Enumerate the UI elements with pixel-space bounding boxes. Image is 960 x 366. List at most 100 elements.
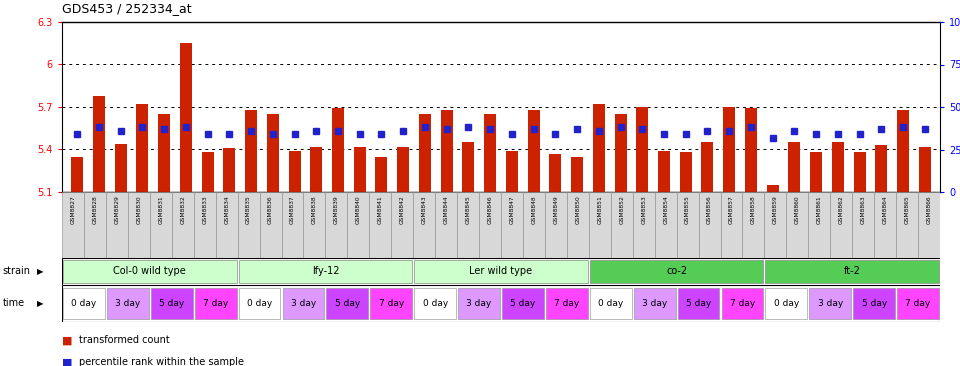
Text: GSM8853: GSM8853 xyxy=(641,195,646,224)
Bar xyxy=(699,192,721,258)
Text: GSM8846: GSM8846 xyxy=(488,195,492,224)
Text: 5 day: 5 day xyxy=(511,299,536,308)
Bar xyxy=(281,192,303,258)
Text: GSM8837: GSM8837 xyxy=(290,195,295,224)
Bar xyxy=(172,192,194,258)
Bar xyxy=(636,107,648,192)
Bar xyxy=(767,185,779,192)
Text: GSM8834: GSM8834 xyxy=(224,195,229,224)
Bar xyxy=(457,192,479,258)
Text: GSM8831: GSM8831 xyxy=(158,195,163,224)
Bar xyxy=(566,192,588,258)
Text: co-2: co-2 xyxy=(666,266,687,276)
Bar xyxy=(571,157,583,192)
Bar xyxy=(458,288,500,319)
Bar xyxy=(195,288,236,319)
Text: GSM8860: GSM8860 xyxy=(795,195,800,224)
Bar xyxy=(415,288,456,319)
Bar xyxy=(875,192,896,258)
Text: GSM8833: GSM8833 xyxy=(203,195,207,224)
Text: GSM8858: GSM8858 xyxy=(751,195,756,224)
Text: 7 day: 7 day xyxy=(554,299,580,308)
Bar xyxy=(216,192,238,258)
Text: ft-2: ft-2 xyxy=(844,266,860,276)
Bar xyxy=(655,192,677,258)
Bar xyxy=(897,110,909,192)
Bar xyxy=(224,148,235,192)
Bar xyxy=(593,104,605,192)
Bar xyxy=(788,142,801,192)
Bar xyxy=(722,288,763,319)
Text: GSM8847: GSM8847 xyxy=(510,195,515,224)
Text: GSM8859: GSM8859 xyxy=(773,195,778,224)
Bar xyxy=(93,96,105,192)
Bar xyxy=(415,260,588,283)
Text: GSM8856: GSM8856 xyxy=(707,195,712,224)
Bar xyxy=(441,110,453,192)
Text: GSM8827: GSM8827 xyxy=(70,195,76,224)
Text: strain: strain xyxy=(3,266,31,276)
Bar xyxy=(245,110,257,192)
Bar xyxy=(180,43,192,192)
Text: ■: ■ xyxy=(62,357,73,366)
Text: 0 day: 0 day xyxy=(774,299,799,308)
Bar xyxy=(136,104,149,192)
Text: GSM8830: GSM8830 xyxy=(136,195,141,224)
Text: GSM8855: GSM8855 xyxy=(685,195,690,224)
Bar xyxy=(764,192,786,258)
Bar xyxy=(678,288,719,319)
Text: GSM8862: GSM8862 xyxy=(839,195,844,224)
Text: GSM8840: GSM8840 xyxy=(356,195,361,224)
Text: GSM8864: GSM8864 xyxy=(882,195,888,224)
Text: GSM8836: GSM8836 xyxy=(268,195,273,224)
Bar xyxy=(463,142,474,192)
Text: 3 day: 3 day xyxy=(115,299,140,308)
Bar xyxy=(810,152,822,192)
Text: GSM8842: GSM8842 xyxy=(399,195,405,224)
Text: GSM8854: GSM8854 xyxy=(663,195,668,224)
Text: 0 day: 0 day xyxy=(422,299,447,308)
Bar xyxy=(150,192,172,258)
Bar xyxy=(611,192,633,258)
Bar xyxy=(371,288,412,319)
Text: GSM8863: GSM8863 xyxy=(861,195,866,224)
Text: GDS453 / 252334_at: GDS453 / 252334_at xyxy=(62,2,192,15)
Bar xyxy=(62,192,84,258)
Bar xyxy=(808,192,830,258)
Bar xyxy=(332,108,344,192)
Bar xyxy=(745,108,756,192)
Bar xyxy=(898,288,939,319)
Bar xyxy=(809,288,852,319)
Text: 7 day: 7 day xyxy=(905,299,930,308)
Text: GSM8861: GSM8861 xyxy=(817,195,822,224)
Bar xyxy=(392,192,413,258)
Text: GSM8845: GSM8845 xyxy=(466,195,470,224)
Text: GSM8844: GSM8844 xyxy=(444,195,448,224)
Text: GSM8841: GSM8841 xyxy=(378,195,383,224)
Bar xyxy=(919,147,931,192)
Text: GSM8838: GSM8838 xyxy=(312,195,317,224)
Bar xyxy=(289,151,300,192)
Bar xyxy=(614,114,627,192)
Bar xyxy=(194,192,216,258)
Bar xyxy=(589,260,763,283)
Bar xyxy=(702,142,713,192)
Bar xyxy=(832,142,844,192)
Bar xyxy=(370,192,392,258)
Text: 3 day: 3 day xyxy=(467,299,492,308)
Bar xyxy=(765,288,807,319)
Bar xyxy=(721,192,742,258)
Bar xyxy=(325,192,348,258)
Bar xyxy=(484,114,496,192)
Text: ▶: ▶ xyxy=(37,299,43,308)
Bar xyxy=(107,288,149,319)
Bar xyxy=(397,147,409,192)
Bar xyxy=(354,147,366,192)
Text: 7 day: 7 day xyxy=(730,299,756,308)
Bar xyxy=(106,192,128,258)
Text: lfy-12: lfy-12 xyxy=(312,266,339,276)
Bar xyxy=(546,288,588,319)
Bar xyxy=(202,152,213,192)
Bar xyxy=(239,260,412,283)
Text: ■: ■ xyxy=(62,335,73,345)
